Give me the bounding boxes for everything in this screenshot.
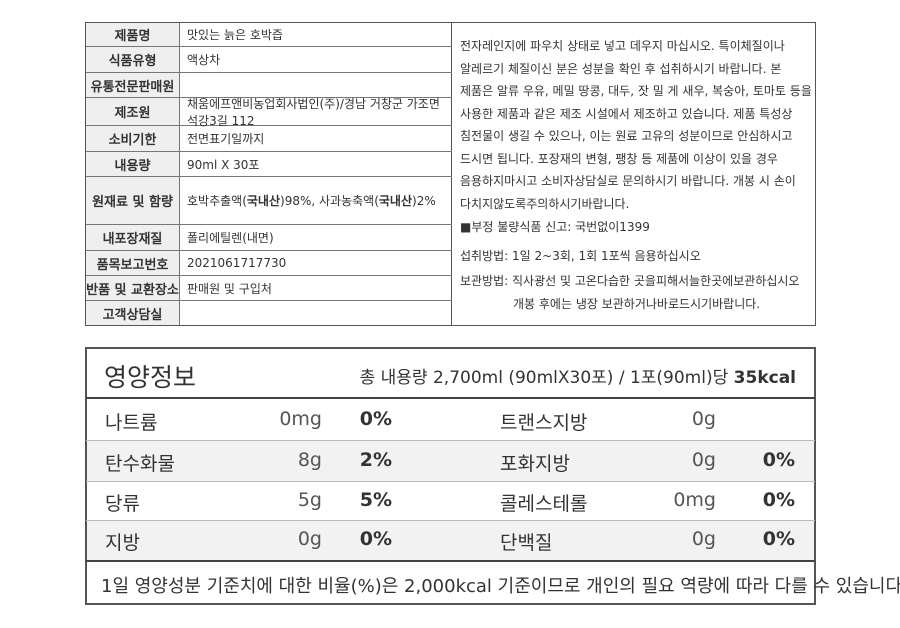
row-bg — [87, 520, 814, 560]
info-value: 채움에프앤비농업회사법인(주)/경남 거창군 가조면 석강3길 112 — [180, 96, 452, 128]
info-value: 판매원 및 구입처 — [180, 276, 452, 301]
info-label: 제조원 — [86, 98, 180, 126]
info-value: 전면표기일까지 — [180, 126, 452, 152]
info-text: 액상차 — [187, 53, 221, 67]
nutrient-name: 나트륨 — [105, 411, 158, 434]
info-text: 국내산 — [246, 194, 281, 208]
nutrient-amount: 0g — [691, 448, 716, 471]
nutrient-name: 트랜스지방 — [500, 411, 588, 434]
note-line: 사용한 제품과 같은 제조 시설에서 제조하고 있습니다. 제품 특성상 — [460, 106, 793, 121]
nutrient-amount: 0mg — [673, 488, 716, 511]
nutrient-percent: 0% — [762, 448, 795, 471]
nutrient-amount: 5g — [297, 488, 322, 511]
info-label: 내포장재질 — [86, 225, 180, 251]
info-text: 2021061717730 — [187, 256, 287, 270]
info-text: )2% — [412, 193, 436, 208]
note-line: 알레르기 체질이신 분은 성분을 확인 후 섭취하시기 바랍니다. 본 — [460, 61, 782, 76]
serving-text: 총 내용량 2,700ml (90mlX30포) / 1포(90ml)당 — [359, 368, 729, 388]
info-value: 호박추출액(국내산)98%, 사과농축액(국내산)2% — [180, 177, 452, 225]
nutrient-percent: 0% — [762, 488, 795, 511]
info-label: 소비기한 — [86, 126, 180, 152]
footer: 1일 영양성분 기준치에 대한 비율(%)은 2,000kcal 기준이므로 개… — [101, 576, 900, 597]
note-line: 전자레인지에 파우치 상태로 넣고 데우지 마십시오. 특이체질이나 — [460, 39, 785, 53]
info-value: 맛있는 늙은 호박즙 — [180, 23, 452, 47]
info-label: 내용량 — [86, 152, 180, 177]
info-text: 폴리에틸렌(내면) — [187, 231, 274, 245]
info-text: 채움에프앤비농업회사법인(주)/경남 거창군 가조면 석강3길 112 — [187, 96, 440, 128]
nutrition-box — [85, 347, 816, 605]
info-label: 제품명 — [86, 23, 180, 47]
rule — [86, 440, 815, 441]
nutrient-percent: 0% — [359, 407, 392, 430]
nutrient-amount: 0mg — [279, 407, 322, 430]
note-line: 다치지않도록주의하시기바랍니다. — [460, 196, 630, 211]
note-storage: 보관방법: 직사광선 및 고온다습한 곳을피해서늘한곳에보관하십시오 — [460, 274, 800, 288]
nutrient-name: 탄수화물 — [105, 452, 175, 475]
info-value: 액상차 — [180, 47, 452, 73]
note-line: 침전물이 생길 수 있으나, 이는 원료 고유의 성분이므로 안심하시고 — [460, 129, 793, 143]
rule — [86, 481, 815, 482]
nutrient-name: 콜레스테롤 — [500, 492, 588, 515]
note-line: 드시면 됩니다. 포장재의 변형, 팽창 등 제품에 이상이 있을 경우 — [460, 151, 778, 166]
nutrient-name: 당류 — [105, 492, 140, 515]
info-label: 유통전문판매원 — [86, 73, 180, 98]
nutrient-percent: 0% — [359, 528, 392, 550]
info-value: 2021061717730 — [180, 251, 452, 276]
rule — [86, 520, 815, 521]
nutrient-name: 단백질 — [500, 532, 553, 554]
nutrient-percent: 2% — [359, 448, 392, 471]
info-value: 90ml X 30포 — [180, 152, 452, 177]
info-text: 전면표기일까지 — [187, 132, 265, 146]
note-line: 음용하지마시고 소비자상담실로 문의하시기 바랍니다. 개봉 시 손이 — [460, 174, 796, 188]
nutrient-name: 포화지방 — [500, 452, 570, 475]
info-value: 폴리에틸렌(내면) — [180, 225, 452, 251]
note-report: ■부정 불량식품 신고: 국번없이1399 — [460, 220, 650, 234]
nutrient-amount: 0g — [691, 528, 716, 550]
info-label: 고객상담실 — [86, 301, 180, 325]
note-intake: 섭취방법: 1일 2~3회, 1회 1포씩 음용하십시오 — [460, 249, 701, 263]
nutrient-amount: 0g — [297, 528, 322, 550]
info-value — [180, 73, 452, 98]
note-storage: 개봉 후에는 냉장 보관하거나바로드시기바랍니다. — [513, 297, 761, 311]
info-text: 판매원 및 구입처 — [187, 281, 272, 296]
nutrition-title: 영양정보 — [104, 363, 197, 392]
nutrient-percent: 5% — [359, 488, 392, 511]
note-line: 제품은 알류 우유, 메밀 땅콩, 대두, 잣 밀 게 새우, 복숭아, 토마토… — [460, 84, 812, 98]
info-box — [85, 22, 816, 326]
nutrient-amount: 0g — [691, 407, 716, 430]
info-text: 호박추출액( — [187, 194, 247, 208]
nutrient-name: 지방 — [105, 532, 140, 554]
rule — [86, 397, 815, 399]
calories: 35kcal — [733, 368, 796, 388]
nutrient-amount: 8g — [297, 448, 322, 471]
serving: 총 내용량 2,700ml (90mlX30포) / 1포(90ml)당 35k… — [360, 363, 796, 388]
info-text: 맛있는 늙은 호박즙 — [187, 28, 283, 42]
info-label: 반품 및 교환장소 — [86, 276, 180, 301]
divider — [451, 22, 452, 326]
row-bg — [87, 440, 814, 481]
info-label: 원재료 및 함량 — [86, 177, 180, 225]
info-text: )98%, 사과농축액( — [280, 194, 379, 208]
info-label: 품목보고번호 — [86, 251, 180, 276]
rule — [86, 560, 815, 562]
nutrient-percent: 0% — [762, 528, 795, 550]
info-value — [180, 301, 452, 325]
info-text: 국내산 — [378, 194, 413, 208]
info-label: 식품유형 — [86, 47, 180, 73]
info-text: 90ml X 30포 — [187, 157, 260, 172]
